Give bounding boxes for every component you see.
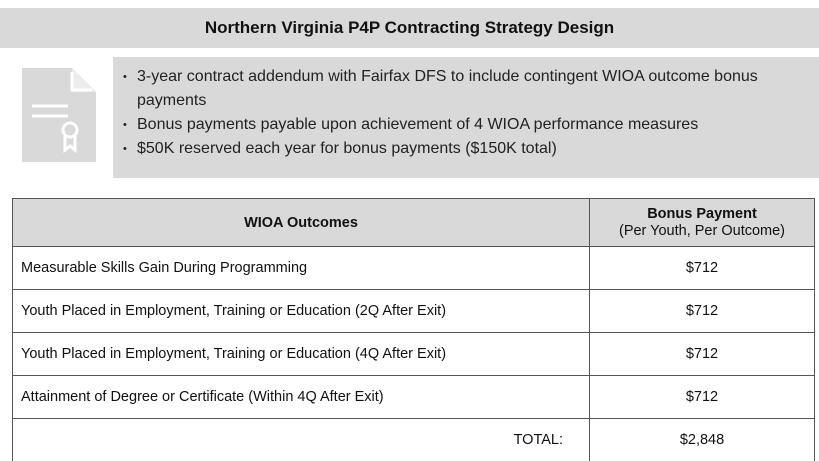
outcomes-table: WIOA Outcomes Bonus Payment(Per Youth, P… — [12, 198, 815, 461]
payment-cell: $712 — [590, 247, 815, 290]
bullet: 3-year contract addendum with Fairfax DF… — [123, 65, 809, 113]
total-row: TOTAL: $2,848 — [13, 419, 815, 461]
outcome-cell: Measurable Skills Gain During Programmin… — [13, 247, 590, 290]
outcome-cell: Attainment of Degree or Certificate (Wit… — [13, 376, 590, 419]
total-label: TOTAL: — [13, 419, 590, 461]
header-cell: WIOA Outcomes — [13, 199, 590, 247]
header-cell: Bonus Payment(Per Youth, Per Outcome) — [590, 199, 815, 247]
bullet-list: 3-year contract addendum with Fairfax DF… — [113, 57, 819, 178]
table-body: Measurable Skills Gain During Programmin… — [13, 247, 815, 419]
title: Northern Virginia P4P Contracting Strate… — [0, 8, 819, 48]
header-text: Bonus Payment — [647, 206, 757, 222]
bullet: Bonus payments payable upon achievement … — [123, 113, 809, 137]
table-row: Attainment of Degree or Certificate (Wit… — [13, 376, 815, 419]
payment-cell: $712 — [590, 376, 815, 419]
table-row: Measurable Skills Gain During Programmin… — [13, 247, 815, 290]
document-icon — [22, 68, 96, 162]
total-value: $2,848 — [590, 419, 815, 461]
header-note: (Per Youth, Per Outcome) — [598, 223, 806, 240]
table-row: Youth Placed in Employment, Training or … — [13, 333, 815, 376]
outcome-cell: Youth Placed in Employment, Training or … — [13, 333, 590, 376]
payment-cell: $712 — [590, 290, 815, 333]
bullet: $50K reserved each year for bonus paymen… — [123, 137, 809, 161]
outcome-cell: Youth Placed in Employment, Training or … — [13, 290, 590, 333]
payment-cell: $712 — [590, 333, 815, 376]
header-row: WIOA Outcomes Bonus Payment(Per Youth, P… — [13, 199, 815, 247]
table-row: Youth Placed in Employment, Training or … — [13, 290, 815, 333]
